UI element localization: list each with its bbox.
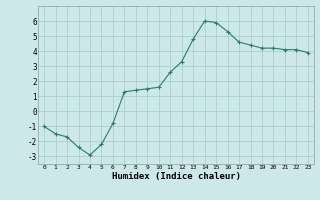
X-axis label: Humidex (Indice chaleur): Humidex (Indice chaleur) [111, 172, 241, 181]
